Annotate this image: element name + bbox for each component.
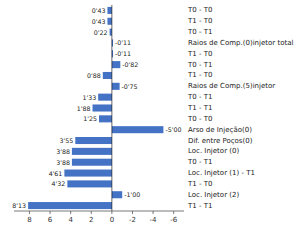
data-label: 3'88 bbox=[56, 159, 70, 166]
bar bbox=[112, 61, 120, 68]
bar bbox=[112, 191, 122, 198]
data-label: 1'88 bbox=[77, 105, 91, 112]
x-tick-label: -6 bbox=[170, 216, 178, 224]
data-label: -0'75 bbox=[122, 83, 138, 90]
bar bbox=[103, 72, 112, 79]
bar bbox=[72, 159, 112, 166]
category-label: T1 - T0 bbox=[187, 17, 212, 25]
bars bbox=[28, 7, 163, 209]
bar bbox=[72, 148, 112, 155]
category-label: T0 - T0 bbox=[187, 115, 212, 123]
x-tick bbox=[111, 211, 112, 214]
category-label: T0 - T1 bbox=[187, 93, 212, 101]
bar bbox=[64, 170, 111, 177]
category-label: Loc. Injetor (0) bbox=[188, 147, 239, 155]
data-label: 0'22 bbox=[94, 29, 108, 36]
category-label: T0 - T1 bbox=[187, 61, 212, 69]
x-tick bbox=[173, 211, 174, 214]
category-label: T1 - T0 bbox=[187, 71, 212, 79]
category-label: Loc. Injetor (1) - T1 bbox=[188, 169, 255, 177]
bar bbox=[98, 94, 112, 101]
data-label: -0'11 bbox=[115, 50, 131, 57]
data-label: 1'25 bbox=[83, 115, 97, 122]
x-tick-label: -4 bbox=[150, 216, 158, 224]
bar bbox=[75, 137, 112, 144]
x-tick bbox=[50, 211, 51, 214]
zero-line bbox=[111, 5, 112, 211]
bar bbox=[99, 115, 112, 122]
bar bbox=[107, 18, 111, 25]
x-tick-label: 8 bbox=[27, 216, 31, 224]
x-tick-label: 0 bbox=[110, 216, 114, 224]
category-label: Dif. entre Poços(0) bbox=[188, 137, 253, 145]
data-label: 0'88 bbox=[87, 72, 101, 79]
x-tick-label: 2 bbox=[89, 216, 93, 224]
category-label: T1 - T1 bbox=[187, 104, 212, 112]
bar bbox=[110, 29, 112, 36]
data-label: 3'88 bbox=[56, 148, 70, 155]
category-label: T0 - T0 bbox=[187, 6, 212, 14]
category-label: Raios de Comp.(0)injetor total bbox=[188, 39, 293, 47]
category-label: T1 - T0 bbox=[187, 180, 212, 188]
category-label: Loc. Injetor (2) bbox=[188, 191, 239, 199]
x-tick bbox=[70, 211, 71, 214]
bar bbox=[67, 180, 112, 187]
x-axis-line bbox=[14, 211, 184, 212]
x-tick-label: -2 bbox=[129, 216, 136, 224]
category-label: T1 - T0 bbox=[187, 50, 212, 58]
category-label: T0 - T1 bbox=[187, 158, 212, 166]
category-label: T1 - T1 bbox=[187, 202, 212, 210]
data-label: 8'13 bbox=[12, 202, 26, 209]
data-label: 4'32 bbox=[52, 180, 66, 187]
category-label: Arso de Injeção(0) bbox=[188, 126, 252, 134]
chart: -6 -4 -2 0 2 4 6 8 T0 - T0 T1 - T0 T0 - T1 Raios de… bbox=[0, 0, 296, 229]
data-label: 3'55 bbox=[60, 137, 74, 144]
category-label: T0 - T1 bbox=[187, 28, 212, 36]
bar bbox=[28, 202, 112, 209]
chart-container: -6 -4 -2 0 2 4 6 8 T0 - T0 T1 - T0 T0 - T1 Raios de… bbox=[0, 0, 296, 229]
bar bbox=[107, 7, 111, 14]
category-label: Raios de Comp.(5)injetor bbox=[188, 82, 275, 90]
bar bbox=[93, 104, 112, 111]
data-label: 4'61 bbox=[49, 170, 63, 177]
data-label: -5'00 bbox=[165, 126, 181, 133]
data-label: -0'82 bbox=[122, 61, 138, 68]
data-label: -0'11 bbox=[115, 39, 131, 46]
x-tick-label: 4 bbox=[68, 216, 73, 224]
x-tick bbox=[132, 211, 133, 214]
data-label: 0'43 bbox=[92, 7, 106, 14]
bar bbox=[112, 126, 164, 133]
x-tick bbox=[153, 211, 154, 214]
x-tick-label: 6 bbox=[48, 216, 53, 224]
data-label: -1'00 bbox=[124, 191, 140, 198]
x-tick bbox=[29, 211, 30, 214]
data-label: 1'33 bbox=[82, 94, 96, 101]
bar bbox=[112, 83, 120, 90]
data-label: 0'43 bbox=[92, 18, 106, 25]
x-tick bbox=[91, 211, 92, 214]
